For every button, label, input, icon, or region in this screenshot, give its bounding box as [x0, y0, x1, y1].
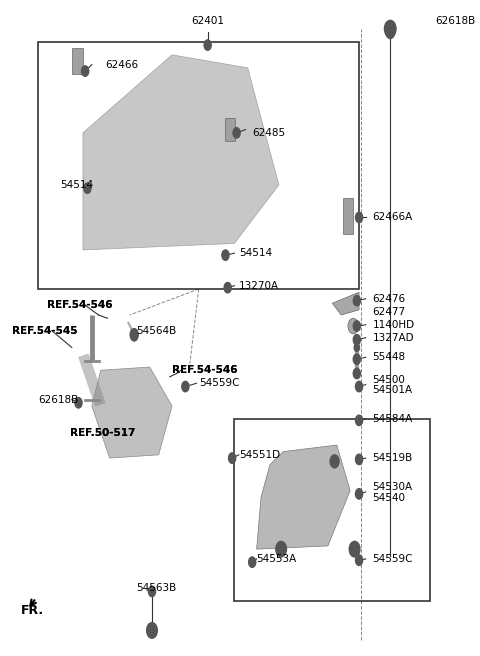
Text: 54500: 54500: [372, 375, 405, 385]
Text: 54540: 54540: [372, 493, 406, 503]
Circle shape: [249, 557, 256, 567]
Text: 54551D: 54551D: [239, 450, 280, 460]
Text: REF.50-517: REF.50-517: [70, 428, 135, 438]
Circle shape: [222, 250, 229, 260]
Circle shape: [82, 66, 89, 76]
Text: 54501A: 54501A: [372, 385, 412, 395]
Text: 62476: 62476: [372, 294, 406, 304]
Circle shape: [353, 368, 360, 379]
Circle shape: [356, 489, 362, 499]
Text: 54559C: 54559C: [199, 379, 239, 388]
Text: 55448: 55448: [372, 352, 406, 362]
Circle shape: [356, 381, 362, 392]
Text: 54519B: 54519B: [372, 453, 413, 463]
Text: 62466: 62466: [105, 60, 138, 70]
Circle shape: [233, 128, 240, 138]
Circle shape: [386, 26, 395, 39]
Text: 62485: 62485: [252, 128, 285, 138]
Bar: [226, 118, 235, 140]
Polygon shape: [92, 367, 172, 458]
Circle shape: [356, 415, 362, 426]
Text: 54584A: 54584A: [372, 414, 413, 424]
Circle shape: [131, 331, 138, 341]
Text: 62477: 62477: [372, 307, 406, 317]
Circle shape: [356, 213, 362, 222]
Text: REF.54-545: REF.54-545: [12, 326, 77, 337]
Circle shape: [204, 40, 211, 51]
Circle shape: [276, 541, 287, 557]
Circle shape: [349, 541, 360, 557]
Text: REF.54-545: REF.54-545: [12, 326, 77, 337]
Circle shape: [130, 329, 138, 340]
Circle shape: [384, 20, 396, 37]
Polygon shape: [83, 55, 279, 250]
Text: 54559C: 54559C: [372, 554, 413, 564]
Circle shape: [182, 381, 189, 392]
Text: 62466A: 62466A: [372, 213, 413, 222]
Circle shape: [356, 555, 362, 565]
Circle shape: [353, 335, 360, 345]
Text: 54563B: 54563B: [136, 583, 177, 593]
Circle shape: [353, 354, 360, 365]
Circle shape: [146, 623, 157, 638]
Text: REF.54-546: REF.54-546: [48, 300, 113, 310]
Text: 54514: 54514: [60, 180, 94, 190]
Text: REF.54-546: REF.54-546: [172, 365, 238, 375]
Circle shape: [330, 455, 339, 468]
Text: 13270A: 13270A: [239, 281, 279, 291]
Circle shape: [228, 453, 236, 463]
Text: 54564B: 54564B: [136, 326, 177, 337]
Text: FR.: FR.: [21, 604, 44, 617]
Polygon shape: [332, 292, 359, 315]
Circle shape: [348, 318, 359, 334]
Bar: [234, 419, 430, 601]
Text: 54553A: 54553A: [257, 554, 297, 564]
Text: 1327AD: 1327AD: [372, 333, 414, 342]
Text: 1140HD: 1140HD: [372, 319, 415, 330]
Bar: [344, 198, 353, 234]
Text: REF.54-546: REF.54-546: [48, 300, 113, 310]
Text: 62618B: 62618B: [435, 16, 475, 26]
Text: 62401: 62401: [191, 16, 224, 26]
Text: REF.54-546: REF.54-546: [172, 365, 238, 375]
Circle shape: [224, 283, 231, 293]
Circle shape: [148, 586, 156, 597]
Circle shape: [84, 183, 91, 194]
Circle shape: [356, 454, 362, 464]
Circle shape: [353, 295, 360, 306]
Circle shape: [354, 344, 360, 352]
Text: 54514: 54514: [239, 248, 272, 258]
Polygon shape: [257, 445, 350, 549]
Bar: [72, 49, 83, 74]
Text: 54530A: 54530A: [372, 482, 412, 493]
Bar: [38, 42, 359, 289]
Text: 62618B: 62618B: [38, 394, 79, 405]
Text: REF.50-517: REF.50-517: [70, 428, 135, 438]
Circle shape: [75, 398, 82, 408]
Circle shape: [353, 321, 360, 331]
